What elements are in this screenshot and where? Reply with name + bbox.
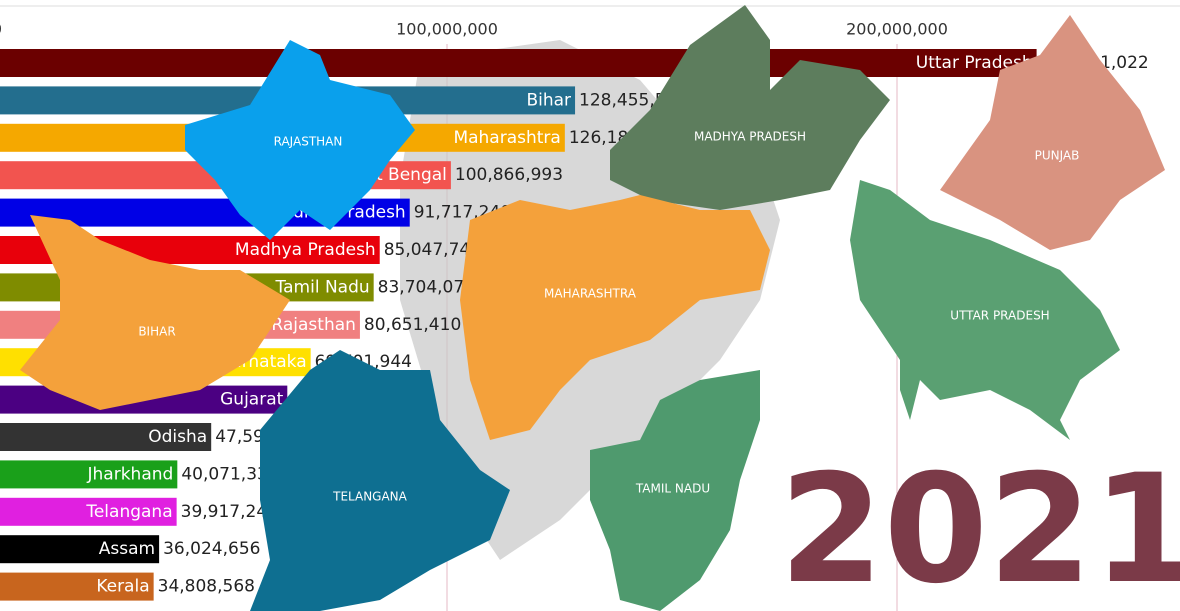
state-shape [850, 180, 1120, 440]
bar-label: Rajasthan [271, 315, 356, 335]
state-label: PUNJAB [1035, 149, 1080, 163]
state-label: BIHAR [138, 325, 175, 339]
value-label: 100,866,993 [455, 165, 563, 185]
state-shape [20, 215, 290, 410]
bar-label: Tamil Nadu [275, 277, 370, 297]
bar [0, 497, 177, 526]
bar [0, 535, 160, 564]
bar-label: Assam [99, 539, 155, 559]
bar-label: Gujarat [220, 390, 283, 410]
state-shape [460, 195, 770, 440]
bar [0, 423, 212, 451]
year-label: 2021 [779, 443, 1180, 611]
bar-label: Odisha [148, 427, 207, 447]
value-label: 80,651,410 [364, 315, 461, 335]
state-label: TAMIL NADU [635, 482, 710, 496]
state-label: UTTAR PRADESH [950, 309, 1049, 323]
value-label: 40,071,336 [181, 464, 278, 484]
state-label: MADHYA PRADESH [694, 130, 806, 144]
value-label: 34,808,568 [158, 577, 255, 597]
x-tick-label: 100,000,000 [396, 20, 498, 39]
bar-label: Uttar Pradesh [916, 53, 1033, 73]
state-shape [250, 350, 510, 611]
bar-label: Bihar [526, 90, 571, 110]
value-label: 83,704,074 [378, 277, 475, 297]
value-label: 85,047,748 [384, 240, 481, 260]
state-label: TELANGANA [332, 490, 408, 504]
state-shape [185, 40, 415, 240]
bar-label: Telangana [85, 502, 172, 522]
state-label: MAHARASHTRA [544, 287, 637, 301]
bar [0, 460, 178, 489]
bar-label: Jharkhand [87, 464, 174, 484]
state-shape [940, 15, 1165, 250]
value-label: 39,917,240 [181, 502, 278, 522]
state-shape [590, 370, 760, 611]
value-label: 36,024,656 [163, 539, 260, 559]
bar-label: Kerala [96, 577, 149, 597]
x-tick-label: 0 [0, 20, 2, 39]
state-shape [610, 5, 890, 210]
bar-label: Maharashtra [453, 128, 560, 148]
x-tick-label: 200,000,000 [846, 20, 948, 39]
bar [0, 49, 1037, 77]
state-label: RAJASTHAN [274, 135, 343, 149]
bar-label: Madhya Pradesh [235, 240, 376, 260]
bar [0, 572, 154, 601]
